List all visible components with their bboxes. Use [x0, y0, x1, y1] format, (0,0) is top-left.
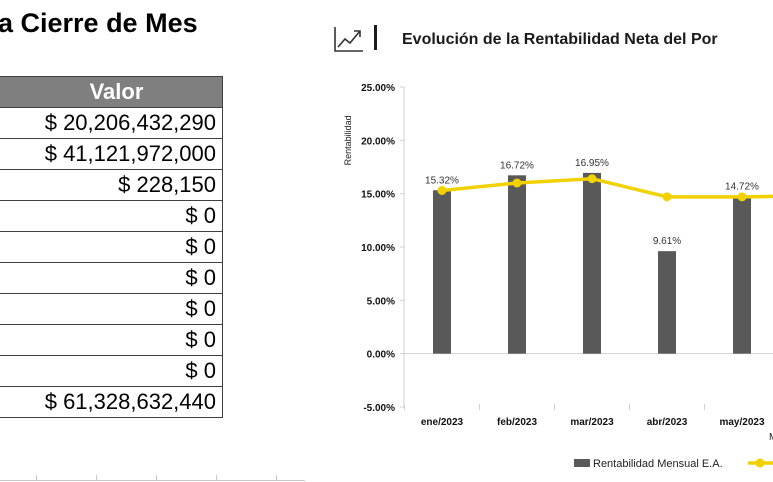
table-row: $ 0	[0, 355, 223, 387]
bar	[508, 175, 526, 354]
bar	[658, 251, 676, 354]
line-marker	[512, 178, 522, 188]
y-tick-label: 15.00%	[361, 190, 395, 201]
divider-tick	[156, 475, 157, 481]
x-tick-label: may/2023	[719, 417, 764, 428]
series-line	[441, 176, 773, 199]
x-tick-label: feb/2023	[497, 417, 537, 428]
legend-swatch-bar	[574, 459, 590, 467]
y-tick-label: -5.00%	[363, 403, 395, 414]
table-cell-value: $ 228,150	[0, 169, 223, 201]
table-row: $ 0	[0, 293, 223, 325]
table-row: $ 0	[0, 262, 223, 294]
y-tick-label: 25.00%	[361, 83, 395, 94]
table-row: $ 0	[0, 231, 223, 263]
table-cell-value: $ 61,328,632,440	[0, 386, 223, 418]
title-separator	[374, 25, 377, 50]
divider-tick	[276, 475, 277, 481]
table-header-row: Valor	[0, 76, 223, 108]
table-cell-value: $ 41,121,972,000	[0, 138, 223, 170]
page-title: a Cierre de Mes	[0, 8, 198, 38]
x-tick-label: mar/2023	[570, 417, 614, 428]
table-cell-value: $ 0	[0, 262, 223, 294]
y-tick-label: 5.00%	[367, 296, 395, 307]
data-label: 16.95%	[575, 158, 609, 169]
trend-chart-icon	[334, 27, 363, 52]
table-row: $ 0	[0, 200, 223, 232]
bar	[733, 196, 751, 354]
bar	[433, 190, 451, 354]
legend-swatch-marker	[755, 458, 765, 468]
x-tick-label: abr/2023	[647, 417, 688, 428]
table-cell-value: $ 0	[0, 355, 223, 387]
line-marker	[737, 192, 747, 202]
table-cell-value: $ 0	[0, 231, 223, 263]
table-row: $ 228,150	[0, 169, 223, 201]
table-body: $ 20,206,432,290 $ 41,121,972,000 $ 228,15…	[0, 107, 223, 418]
x-axis-label: M	[769, 432, 773, 443]
divider-tick	[216, 475, 217, 481]
x-tick-label: ene/2023	[421, 417, 464, 428]
value-table: Valor $ 20,206,432,290 $ 41,121,972,000 $ …	[0, 76, 223, 418]
table-cell-value: $ 0	[0, 324, 223, 356]
column-header-valor: Valor	[0, 76, 223, 108]
divider	[0, 480, 305, 481]
data-label: 16.72%	[500, 160, 534, 171]
y-tick-label: 10.00%	[361, 243, 395, 254]
legend-label: Rentabilidad Mensual E.A.	[593, 458, 723, 470]
data-label: 9.61%	[653, 236, 681, 247]
line-marker	[437, 185, 447, 195]
y-tick-label: 20.00%	[361, 136, 395, 147]
data-label: 15.32%	[425, 175, 459, 186]
table-cell-value: $ 0	[0, 293, 223, 325]
line-marker	[662, 192, 672, 202]
y-tick-label: 0.00%	[367, 350, 395, 361]
divider-tick	[96, 475, 97, 481]
table-row: $ 0	[0, 324, 223, 356]
line-marker	[587, 174, 597, 184]
y-axis-label: Rentabilidad	[343, 115, 353, 165]
data-label: 14.72%	[725, 182, 759, 193]
table-row: $ 61,328,632,440	[0, 386, 223, 418]
table-row: $ 41,121,972,000	[0, 138, 223, 170]
divider-tick	[36, 475, 37, 481]
table-cell-value: $ 0	[0, 200, 223, 232]
bar	[583, 172, 601, 354]
chart-title: Evolución de la Rentabilidad Neta del Po…	[402, 31, 718, 48]
